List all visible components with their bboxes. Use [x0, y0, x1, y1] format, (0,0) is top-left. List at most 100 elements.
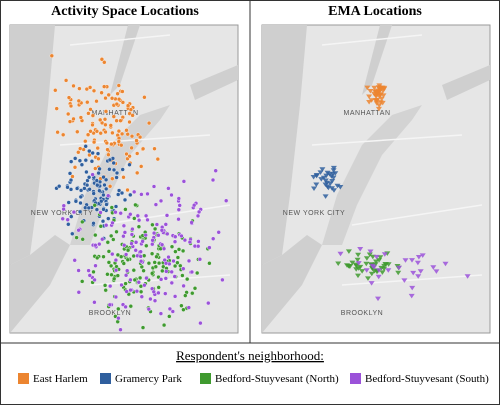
ema-marker	[357, 247, 364, 252]
location-dot	[135, 213, 141, 219]
location-dot	[86, 268, 91, 273]
location-dot	[101, 84, 107, 89]
location-dot	[116, 316, 121, 321]
ema-marker	[368, 271, 375, 277]
ema-marker	[376, 258, 383, 263]
ema-marker	[379, 85, 386, 91]
location-dot	[150, 241, 155, 247]
location-dot	[116, 306, 121, 312]
location-dot	[76, 150, 81, 155]
location-dot	[165, 231, 170, 237]
location-dot	[129, 145, 134, 151]
location-dot	[60, 216, 65, 222]
map-label: MANHATTAN	[343, 110, 390, 117]
location-dot	[84, 86, 90, 92]
location-dot	[91, 139, 97, 145]
location-dot	[210, 236, 216, 241]
location-dot	[91, 88, 97, 94]
location-dot	[137, 275, 143, 281]
location-dot	[92, 300, 97, 305]
location-dot	[182, 237, 188, 243]
location-dot	[121, 233, 126, 239]
location-dot	[128, 304, 134, 309]
location-dot	[108, 263, 114, 269]
location-dot	[107, 184, 113, 189]
location-dot	[180, 273, 185, 278]
ema-marker	[355, 273, 361, 279]
location-dot	[92, 203, 97, 208]
location-dot	[146, 260, 152, 266]
ema-marker	[409, 285, 416, 291]
ema-marker	[344, 263, 350, 268]
location-dot	[105, 272, 110, 277]
location-dot	[177, 203, 182, 208]
location-dot	[123, 273, 129, 278]
location-dot	[74, 235, 79, 240]
legend-label: Bedford-Stuyvesant (North)	[215, 373, 339, 385]
location-dot	[76, 227, 81, 233]
location-dot	[94, 98, 99, 104]
location-dot	[85, 132, 91, 137]
location-dot	[173, 249, 178, 254]
location-dot	[78, 188, 84, 193]
ema-marker	[372, 93, 379, 99]
ema-marker	[359, 269, 366, 274]
ema-marker	[464, 274, 471, 279]
location-dot	[152, 226, 158, 232]
ema-marker	[372, 98, 379, 103]
location-dot	[119, 282, 124, 288]
location-dot	[93, 242, 98, 248]
ema-marker	[415, 255, 422, 260]
ema-marker	[322, 178, 329, 183]
ema-marker	[367, 89, 374, 94]
location-dot	[78, 115, 84, 120]
location-dot	[190, 291, 195, 296]
location-dot	[83, 144, 88, 149]
location-dot	[88, 129, 93, 134]
water	[322, 105, 422, 245]
location-dot	[151, 184, 157, 189]
location-dot	[71, 83, 76, 89]
ema-marker	[320, 175, 327, 181]
location-dot	[164, 269, 169, 274]
location-dot	[68, 187, 74, 192]
ema-marker	[377, 255, 384, 260]
location-dot	[131, 253, 136, 259]
ema-marker	[310, 175, 317, 180]
location-dot	[97, 166, 102, 172]
location-dot	[121, 242, 127, 248]
ema-marker	[385, 268, 392, 273]
location-dot	[111, 167, 117, 173]
location-dot	[55, 129, 60, 135]
location-dot	[125, 131, 130, 137]
location-dot	[154, 222, 160, 227]
location-dot	[99, 57, 105, 62]
location-dot	[122, 197, 128, 203]
location-dot	[67, 119, 73, 124]
location-dot	[172, 263, 178, 269]
ema-marker	[419, 253, 426, 258]
location-dot	[103, 186, 109, 192]
ema-marker	[378, 96, 385, 102]
location-dot	[130, 226, 135, 232]
location-dot	[148, 296, 153, 302]
location-dot	[118, 210, 123, 216]
location-dot	[155, 156, 161, 162]
location-dot	[97, 117, 103, 123]
location-dot	[143, 213, 149, 219]
ema-marker	[373, 90, 380, 95]
location-dot	[176, 216, 181, 222]
location-dot	[143, 232, 148, 238]
location-dot	[144, 275, 149, 281]
location-dot	[113, 204, 119, 209]
location-dot	[166, 254, 171, 260]
location-dot	[196, 239, 201, 244]
ema-marker	[401, 278, 408, 283]
ema-marker	[365, 276, 371, 281]
ema-marker	[363, 261, 370, 267]
location-dot	[138, 254, 143, 259]
location-dot	[194, 270, 200, 276]
location-dot	[172, 274, 177, 279]
location-dot	[128, 212, 133, 217]
location-dot	[93, 232, 98, 238]
